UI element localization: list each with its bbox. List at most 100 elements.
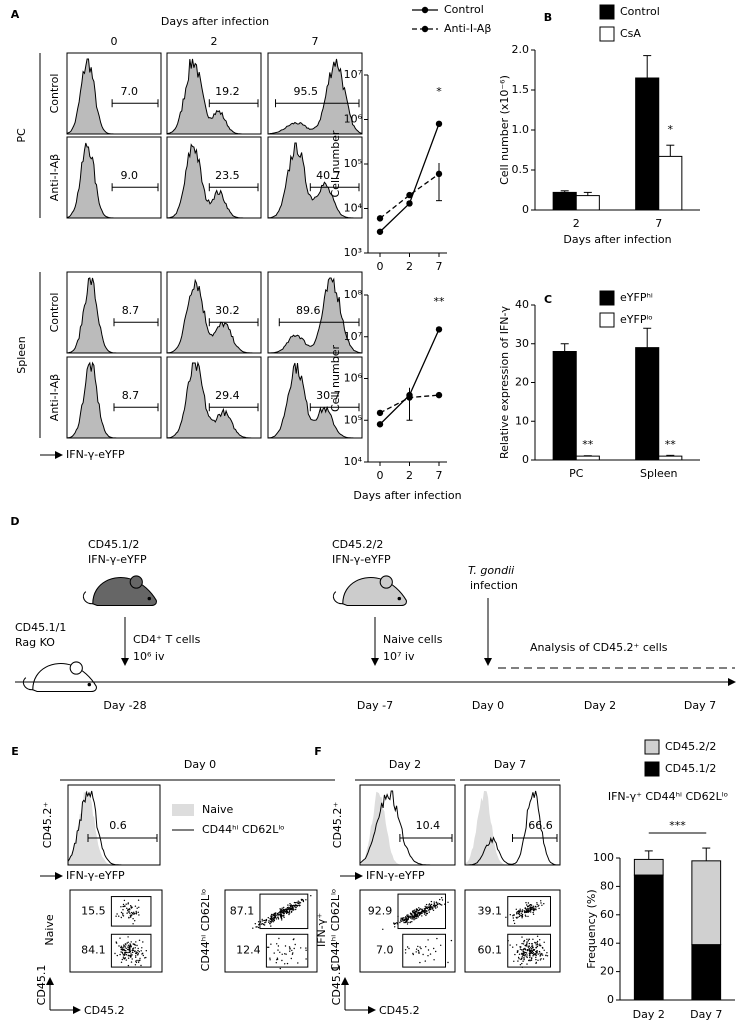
dot [515,944,518,946]
x-tick-label: 0 [377,260,384,273]
dot [531,952,534,955]
histogram-frame [166,136,262,219]
dot [526,956,528,959]
dot [137,911,139,913]
dot [297,962,299,964]
annotation: ** [582,438,594,451]
dotplot-frame [224,889,318,973]
label: 10⁶ iv [133,650,165,663]
label: IFN-γ-eYFP [88,553,147,566]
dot [532,938,534,940]
dot [522,953,524,955]
legend-swatch [599,312,615,328]
dot [275,918,278,920]
dot [542,958,545,960]
dot [289,950,291,952]
dotplot-frame [464,889,561,973]
dot [404,917,406,919]
dot [537,959,539,961]
dot [124,905,126,907]
dot [540,958,542,960]
dot [523,939,526,942]
dot [531,947,533,950]
histogram-frame [166,271,262,354]
bar [658,155,683,211]
dot [524,907,526,910]
gate-value: 89.6 [296,304,321,317]
histogram-naive [465,791,560,865]
dot [288,946,291,948]
dot [284,910,287,913]
x-tick-label: Day 2 [633,1008,665,1021]
point [435,120,443,128]
bar [635,77,660,211]
dot [292,938,295,941]
dot [541,904,543,906]
dot [526,945,528,947]
dot [440,944,442,946]
panel-letter: B [544,11,552,24]
dot [123,899,126,902]
dot [145,956,147,959]
gate-value: 30.2 [215,304,240,317]
dot [129,912,131,914]
mouse-recipient [22,661,97,693]
dot [277,918,280,920]
dot [421,909,423,911]
dot [521,949,523,951]
dot [526,941,528,943]
dot [533,953,535,956]
dot [122,915,125,917]
dot [129,944,132,946]
dot [520,910,522,912]
y-tick-label: 30 [515,337,529,350]
dot [283,916,285,919]
dot [408,947,410,950]
dot [140,964,142,967]
dot [404,952,407,954]
dot [435,902,438,904]
dot [539,955,541,957]
dot [429,905,432,907]
dot [531,950,533,952]
annotation: * [668,123,674,136]
dot [522,943,525,945]
dot [128,908,131,910]
dot [275,962,277,964]
dot [419,911,421,914]
dot [436,937,438,940]
dot [528,945,530,947]
dot [270,914,273,916]
dot [517,956,520,959]
dot [140,950,142,952]
y-tick-label: 10 [515,414,529,427]
histogram [66,277,161,354]
dot [522,960,524,962]
dot [127,908,129,910]
dot [539,943,541,945]
dot [527,946,530,948]
dot [528,948,530,950]
axis-label: CD45.1 [330,965,343,1006]
dot [129,943,131,945]
dot [131,954,133,956]
dot [142,954,144,957]
dot [526,944,528,946]
dot [126,907,128,909]
dot [516,917,518,919]
dot [277,916,279,919]
legend-label: CD45.2/2 [665,740,716,753]
dot [517,960,519,962]
x-tick-label: Spleen [640,467,678,480]
dot [276,957,279,959]
x-tick-label: Day 7 [690,1008,722,1021]
y-tick-label: 20 [515,376,529,389]
gate-value: 7.0 [376,944,394,957]
dot [402,917,404,920]
dot [286,962,289,965]
gate-box [402,933,446,968]
dot [545,954,547,957]
dot [418,914,421,916]
dot [121,951,124,954]
dot [532,905,535,907]
